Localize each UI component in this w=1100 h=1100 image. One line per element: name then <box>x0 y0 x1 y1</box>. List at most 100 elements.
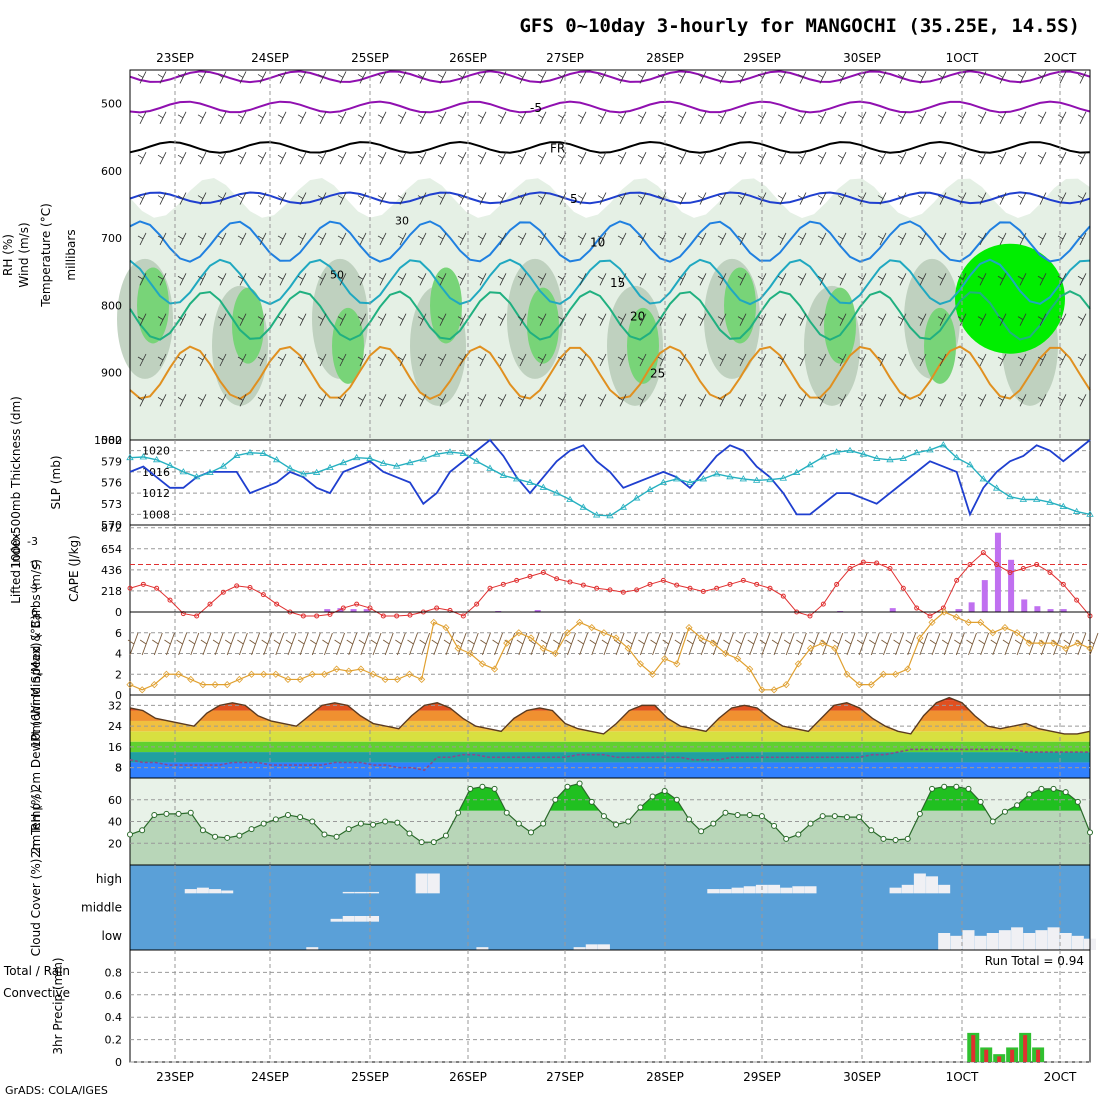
wind-barb <box>817 313 827 326</box>
wind-barb <box>537 313 547 326</box>
isotherm-line <box>129 290 1091 341</box>
wind-barb <box>346 632 358 656</box>
wind-barb <box>297 632 309 656</box>
wind-barb <box>197 232 207 246</box>
thickness-point <box>166 461 174 468</box>
date-label-bottom: 27SEP <box>546 1070 584 1084</box>
wind-barb <box>257 71 267 84</box>
rh-shading-green <box>332 307 364 384</box>
wind-speed-point <box>284 675 292 684</box>
wind-speed-point <box>636 660 644 668</box>
rh-point <box>941 783 948 790</box>
wind-speed-point <box>527 634 535 642</box>
wind-barb <box>917 232 927 246</box>
isotherm-label: 20 <box>630 310 645 324</box>
wind-barb <box>877 152 887 165</box>
y-tick-label: 16 <box>108 741 122 754</box>
cape-bar <box>889 608 896 612</box>
wind-barb <box>237 111 247 124</box>
lifted-index-point <box>820 601 826 607</box>
rh-point <box>564 783 571 790</box>
rh-point <box>698 828 705 835</box>
rh-point <box>588 798 595 805</box>
wind-barb <box>137 152 147 165</box>
y-tick-label: 0.4 <box>105 1011 123 1024</box>
wind-barb <box>877 313 887 326</box>
wind-barb <box>397 353 407 367</box>
lifted-tick-label: 3 <box>31 582 38 595</box>
rh-contour-label: 30 <box>395 215 409 228</box>
wind-barb <box>437 273 447 286</box>
wind-barb <box>877 71 887 84</box>
wind-barb <box>662 632 674 656</box>
date-label-top: 28SEP <box>646 51 684 65</box>
isotherm-label: 5 <box>570 192 578 206</box>
rh-point <box>236 832 243 839</box>
cloud-bar <box>962 930 975 950</box>
lifted-index-point <box>487 585 493 591</box>
wind-barb <box>937 273 947 286</box>
rh-point <box>442 832 449 839</box>
wind-barb <box>997 71 1007 84</box>
wind-barb <box>877 273 887 286</box>
wind-barb <box>625 632 637 656</box>
wind-barb <box>157 192 167 205</box>
date-axis-top: 23SEP 24SEP 25SEP 26SEP 27SEP 28SEP 29SEP 30SEP… <box>156 51 1077 65</box>
rh-shading-green <box>430 267 462 344</box>
wind-speed-point <box>709 639 717 647</box>
wind-barb <box>737 313 747 326</box>
lifted-index-point <box>300 613 306 619</box>
wind-barb <box>457 192 467 205</box>
cape-bar <box>1034 606 1041 612</box>
wind-barb <box>577 353 587 367</box>
wind-barb <box>177 313 187 326</box>
wind-barb <box>457 353 467 367</box>
wind-speed-point <box>940 608 948 616</box>
wind-barb <box>897 273 907 286</box>
thickness-point <box>152 456 161 463</box>
wind-barb <box>317 394 327 407</box>
isotherm-line <box>129 345 1091 401</box>
thickness-point <box>592 511 601 518</box>
wind-barb <box>990 632 1002 656</box>
lifted-index-point <box>687 585 693 591</box>
wind-speed-point <box>831 644 839 652</box>
wind-barb <box>297 353 307 367</box>
wind-barb <box>217 71 227 84</box>
y-tick-label: 6 <box>115 627 122 640</box>
rh-point <box>892 836 899 843</box>
lifted-index-point <box>954 577 960 583</box>
y-tick-label: 2 <box>115 668 122 681</box>
date-label-bottom: 26SEP <box>449 1070 487 1084</box>
wind-barb <box>797 232 807 246</box>
slp-tick-label: 1012 <box>142 487 170 500</box>
wind-barb <box>537 394 547 407</box>
cloud-bar <box>1047 927 1060 950</box>
wind-barb <box>443 632 455 656</box>
wind-barb <box>419 632 431 656</box>
thickness-axis-label: 1000-500mb Thickness (dm) <box>9 396 23 569</box>
wind-barb <box>334 632 346 656</box>
wind-barb <box>1014 632 1026 656</box>
wind-barb <box>197 152 207 165</box>
y-tick-label: 8 <box>115 762 122 775</box>
wind-barb <box>297 313 307 326</box>
lifted-index-point <box>860 559 866 565</box>
cape-bar <box>534 610 541 612</box>
thickness-point <box>432 450 441 457</box>
wind-speed-point <box>199 681 207 689</box>
wind-barb <box>517 111 527 124</box>
wind-speed-point <box>928 618 936 626</box>
rh-point <box>807 820 814 827</box>
wind-barb <box>310 632 321 656</box>
date-label-top: 26SEP <box>449 51 487 65</box>
wind-barb <box>139 632 151 656</box>
wind-barb <box>537 152 547 165</box>
rh-point <box>1062 789 1069 796</box>
lifted-index-point <box>994 562 1000 568</box>
wind-barb <box>697 394 707 407</box>
wind-barb <box>723 632 734 656</box>
rh-point <box>552 796 559 803</box>
cloud-bar <box>585 944 598 950</box>
